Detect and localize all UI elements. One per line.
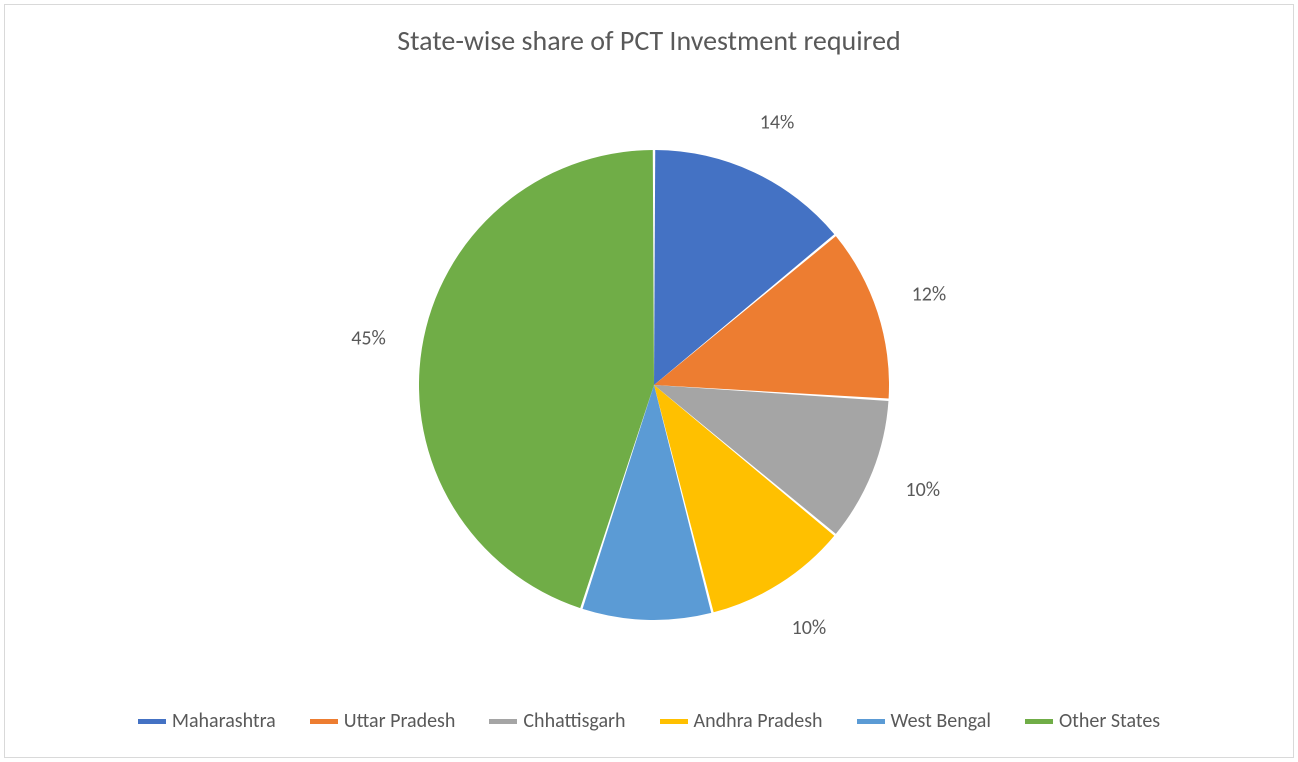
legend-swatch — [1025, 719, 1053, 724]
pie-data-label: 10% — [792, 616, 827, 640]
legend-swatch — [660, 719, 688, 724]
chart-title: State-wise share of PCT Investment requi… — [5, 5, 1293, 58]
pie-chart: 14%12%10%10%9%45% — [5, 115, 1298, 655]
legend-label: Andhra Pradesh — [694, 709, 823, 733]
chart-container: State-wise share of PCT Investment requi… — [4, 4, 1294, 758]
legend-item: West Bengal — [857, 709, 991, 733]
pie-data-label: 14% — [760, 115, 795, 134]
pie-area: 14%12%10%10%9%45% — [5, 115, 1293, 655]
legend-item: Maharashtra — [138, 709, 276, 733]
legend-label: West Bengal — [891, 709, 991, 733]
legend-swatch — [138, 719, 166, 724]
pie-data-label: 45% — [351, 327, 386, 351]
pie-data-label: 12% — [912, 282, 947, 306]
legend-swatch — [489, 719, 517, 724]
legend-label: Chhattisgarh — [523, 709, 625, 733]
legend-swatch — [310, 719, 338, 724]
legend-label: Maharashtra — [172, 709, 276, 733]
legend-swatch — [857, 719, 885, 724]
legend-item: Other States — [1025, 709, 1160, 733]
legend-label: Uttar Pradesh — [344, 709, 456, 733]
legend-item: Chhattisgarh — [489, 709, 625, 733]
legend-item: Uttar Pradesh — [310, 709, 456, 733]
legend: Maharashtra Uttar Pradesh Chhattisgarh Andh… — [5, 709, 1293, 733]
legend-item: Andhra Pradesh — [660, 709, 823, 733]
pie-data-label: 10% — [905, 478, 940, 502]
legend-label: Other States — [1059, 709, 1160, 733]
